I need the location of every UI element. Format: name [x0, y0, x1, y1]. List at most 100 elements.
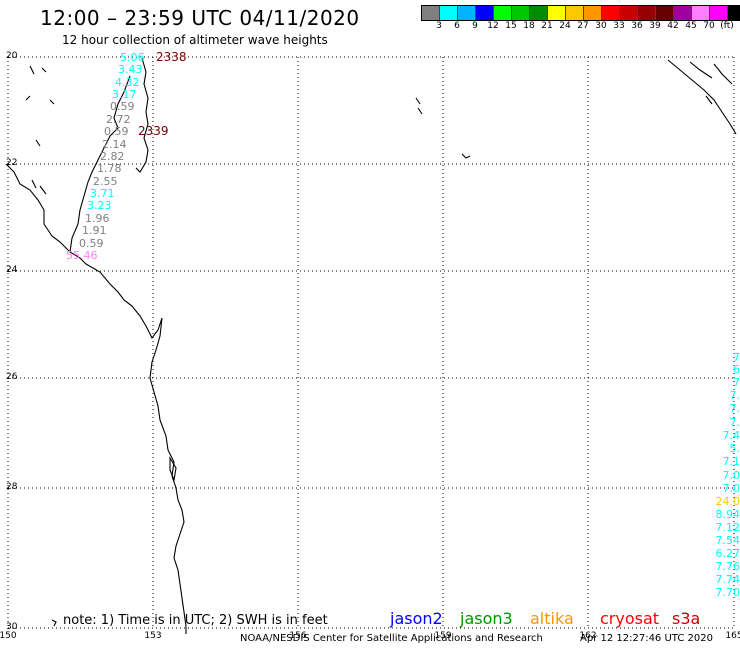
- colorbar-swatch: [439, 6, 457, 20]
- coast-west-fragments: [25, 65, 55, 195]
- coastline: [5, 57, 737, 634]
- generated-timestamp: Apr 12 12:27:46 UTC 2020: [580, 633, 713, 644]
- wave-height-label: 5.06: [120, 51, 145, 64]
- wave-height-label: 7.0: [722, 469, 740, 482]
- colorbar-tick-label: 12: [487, 21, 499, 31]
- latitude-label: 26: [6, 372, 18, 382]
- colorbar-tick-label: 33: [613, 21, 625, 31]
- colorbar-swatch: [422, 6, 439, 20]
- colorbar-tick-label: 21: [541, 21, 553, 31]
- longitude-label: 156: [289, 631, 307, 641]
- longitude-label: 165: [725, 631, 740, 641]
- coast-offshore-reef-2: [461, 153, 471, 159]
- wave-height-label: 6.27: [715, 547, 740, 560]
- colorbar-tick-label: 42: [667, 21, 679, 31]
- page-title: 12:00 – 23:59 UTC 04/11/2020: [40, 6, 360, 30]
- wave-height-label: 7.: [729, 389, 740, 402]
- wave-height-label: 7: [733, 351, 740, 364]
- longitude-label: 162: [579, 631, 597, 641]
- colorbar-swatch: [709, 6, 727, 20]
- wave-height-label: 55.46: [66, 249, 98, 262]
- coast-offshore-reef-1: [415, 97, 423, 115]
- lat-lon-grid: [7, 56, 735, 629]
- wave-height-label: 5.: [729, 442, 740, 455]
- wave-height-label: 6: [733, 363, 740, 376]
- colorbar-swatch: [655, 6, 673, 20]
- coast-upper-east: [135, 57, 149, 173]
- colorbar-tick-label: 15: [505, 21, 517, 31]
- wave-height-label: 3.71: [90, 187, 115, 200]
- colorbar-tick-label: 36: [631, 21, 643, 31]
- colorbar-tick-label: 6: [454, 21, 460, 31]
- longitude-label: 150: [0, 631, 17, 641]
- longitude-label: 153: [144, 631, 162, 641]
- latitude-label: 22: [6, 158, 18, 168]
- wave-height-label: 1.78: [97, 162, 122, 175]
- satellite-legend-s3a: s3a: [672, 609, 701, 628]
- colorbar-tick-label: 9: [472, 21, 478, 31]
- wave-height-label: 7.76: [715, 560, 740, 573]
- wave-height-label: 7.54: [715, 534, 740, 547]
- longitude-label: 159: [434, 631, 452, 641]
- pass-time-label: 2338: [156, 50, 187, 64]
- page-subtitle: 12 hour collection of altimeter wave hei…: [62, 33, 328, 47]
- units-note: note: 1) Time is in UTC; 2) SWH is in fe…: [63, 613, 328, 628]
- wave-height-label: 3.23: [87, 199, 112, 212]
- wave-height-label: 24.0: [715, 495, 740, 508]
- pass-time-label: 2339: [138, 124, 169, 138]
- coast-new-caledonia: [667, 59, 737, 135]
- colorbar-swatch: [637, 6, 655, 20]
- colorbar-swatch: [727, 6, 740, 20]
- wave-height-label: 2.82: [100, 150, 125, 163]
- satellite-legend-jason3: jason3: [460, 609, 513, 628]
- wave-height-label: 7.70: [715, 586, 740, 599]
- coast-sandy-island: [169, 456, 177, 483]
- colorbar-swatch: [475, 6, 493, 20]
- colorbar-swatch: [583, 6, 601, 20]
- colorbar-swatch: [511, 6, 529, 20]
- colorbar-tick-label: 27: [577, 21, 589, 31]
- coast-upper-west: [69, 75, 131, 253]
- latitude-label: 30: [6, 622, 18, 632]
- latitude-label: 28: [6, 482, 18, 492]
- colorbar-tick-label: 18: [523, 21, 535, 31]
- colorbar-swatch: [547, 6, 565, 20]
- wave-height-label: 3.43: [118, 63, 143, 76]
- satellite-legend-jason2: jason2: [390, 609, 443, 628]
- wave-height-label: 3.17: [112, 88, 137, 101]
- wave-height-label: 1.96: [85, 212, 110, 225]
- colorbar-tick-label: 70: [703, 21, 715, 31]
- satellite-legend-altika: altika: [530, 609, 574, 628]
- latitude-label: 24: [6, 265, 18, 275]
- wave-height-label: 7.1: [722, 455, 740, 468]
- wave-height-label: 0.59: [110, 100, 135, 113]
- colorbar-swatch: [619, 6, 637, 20]
- colorbar-swatch: [673, 6, 691, 20]
- colorbar-tick-label: 45: [685, 21, 697, 31]
- colorbar-tick-label: 24: [559, 21, 571, 31]
- colorbar: [421, 5, 740, 21]
- wave-height-label: 7.: [729, 416, 740, 429]
- latitude-label: 20: [6, 51, 18, 61]
- wave-height-label: 2.72: [106, 113, 131, 126]
- colorbar-swatch: [691, 6, 709, 20]
- coast-mainland: [5, 163, 187, 634]
- wave-height-label: 7.4: [722, 429, 740, 442]
- colorbar-tick-label: 39: [649, 21, 661, 31]
- wave-height-label: 7.12: [715, 521, 740, 534]
- wave-height-label: 0.59: [79, 237, 104, 250]
- colorbar-swatch: [601, 6, 619, 20]
- coast-small-island: [51, 619, 57, 627]
- colorbar-tick-label: 3: [436, 21, 442, 31]
- colorbar-swatch: [565, 6, 583, 20]
- credit-line: NOAA/NESDIS Center for Satellite Applica…: [240, 633, 543, 644]
- wave-height-label: 7.: [729, 402, 740, 415]
- wave-height-label: 7.74: [715, 573, 740, 586]
- wave-height-label: 7.0: [722, 482, 740, 495]
- wave-height-label: 2.14: [102, 138, 127, 151]
- wave-height-label: 8.94: [715, 508, 740, 521]
- colorbar-swatch: [493, 6, 511, 20]
- wave-height-label: 7: [733, 376, 740, 389]
